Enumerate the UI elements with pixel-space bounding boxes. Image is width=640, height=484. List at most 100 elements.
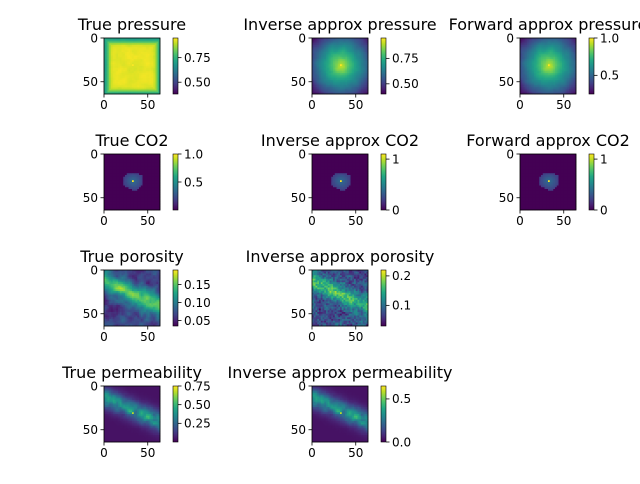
heatmap-cell [545,85,547,87]
heatmap-cell [331,73,333,75]
heatmap-cell [534,61,536,63]
heatmap-cell [109,57,111,59]
heatmap-cell [331,68,333,70]
heatmap-cell [111,177,113,179]
heatmap-cell [569,52,571,54]
heatmap-cell [330,163,332,165]
heatmap-cell [109,66,111,68]
heatmap-cell [361,184,363,186]
heatmap-cell [109,75,111,77]
heatmap-cell [148,193,150,195]
heatmap-cell [316,165,318,167]
heatmap-cell [106,82,108,84]
heatmap-cell [553,70,555,72]
heatmap-cell [132,73,134,75]
heatmap-cell [125,47,127,49]
heatmap-cell [319,159,321,161]
heatmap-cell [352,168,354,170]
heatmap-cell [522,61,524,63]
heatmap-cell [148,47,150,49]
heatmap-cell [555,66,557,68]
heatmap-cell [555,77,557,79]
heatmap-cell [116,175,118,177]
heatmap-cell [345,61,347,63]
heatmap-cell [151,207,153,209]
heatmap-cell [108,172,110,174]
heatmap-cell [155,61,157,63]
heatmap-cell [524,50,526,52]
heatmap-cell [326,182,328,184]
heatmap-cell [543,52,545,54]
heatmap-cell [330,75,332,77]
heatmap-cell [127,180,129,182]
heatmap-cell [143,189,145,191]
heatmap-cell [157,184,159,186]
heatmap-cell [352,177,354,179]
heatmap-cell [118,198,120,200]
heatmap-cell [522,43,524,45]
heatmap-cell [345,193,347,195]
heatmap-cell [356,179,358,181]
heatmap-cell [342,186,344,188]
heatmap-cell [352,189,354,191]
heatmap-cell [151,187,153,189]
heatmap-cell [342,82,344,84]
heatmap-cell [106,56,108,58]
heatmap-cell [342,63,344,65]
heatmap-cell [337,45,339,47]
heatmap-cell [116,189,118,191]
heatmap-cell [113,172,115,174]
heatmap-cell [560,43,562,45]
heatmap-cell [316,158,318,160]
heatmap-cell [321,172,323,174]
heatmap-cell [532,49,534,51]
heatmap-cell [344,182,346,184]
heatmap-cell [552,85,554,87]
heatmap-cell [365,159,367,161]
heatmap-cell [150,56,152,58]
heatmap-cell [337,189,339,191]
heatmap-cell [108,163,110,165]
heatmap-cell [134,196,136,198]
heatmap-cell [123,194,125,196]
heatmap-cell [127,80,129,82]
heatmap-cell [356,187,358,189]
heatmap-cell [143,177,145,179]
heatmap-cell [344,45,346,47]
heatmap-cell [108,191,110,193]
heatmap-cell [106,85,108,87]
heatmap-cell [347,161,349,163]
heatmap-cell [335,161,337,163]
heatmap-cell [559,78,561,80]
heatmap-cell [155,173,157,175]
heatmap-cell [153,66,155,68]
heatmap-cell [108,193,110,195]
heatmap-cell [127,187,129,189]
heatmap-cell [569,47,571,49]
heatmap-cell [567,73,569,75]
heatmap-cell [116,85,118,87]
heatmap-cell [127,78,129,80]
heatmap-cell [548,85,550,87]
heatmap-cell [115,54,117,56]
heatmap-cell [552,54,554,56]
heatmap-cell [141,52,143,54]
heatmap-cell [326,68,328,70]
heatmap-cell [118,163,120,165]
heatmap-cell [338,54,340,56]
heatmap-cell [106,42,108,44]
heatmap-cell [564,45,566,47]
heatmap-cell [116,56,118,58]
heatmap-cell [157,187,159,189]
heatmap-cell [347,194,349,196]
heatmap-cell [129,87,131,89]
heatmap-cell [120,205,122,207]
heatmap-cell [157,196,159,198]
heatmap-cell [560,49,562,51]
heatmap-cell [111,56,113,58]
heatmap-cell [363,189,365,191]
heatmap-cell [141,205,143,207]
heatmap-cell [144,186,146,188]
heatmap-cell [532,64,534,66]
heatmap-cell [153,175,155,177]
